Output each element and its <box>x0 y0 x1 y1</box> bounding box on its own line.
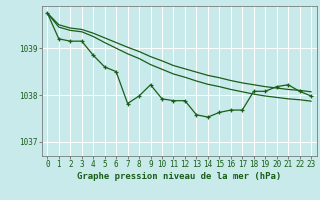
X-axis label: Graphe pression niveau de la mer (hPa): Graphe pression niveau de la mer (hPa) <box>77 172 281 181</box>
